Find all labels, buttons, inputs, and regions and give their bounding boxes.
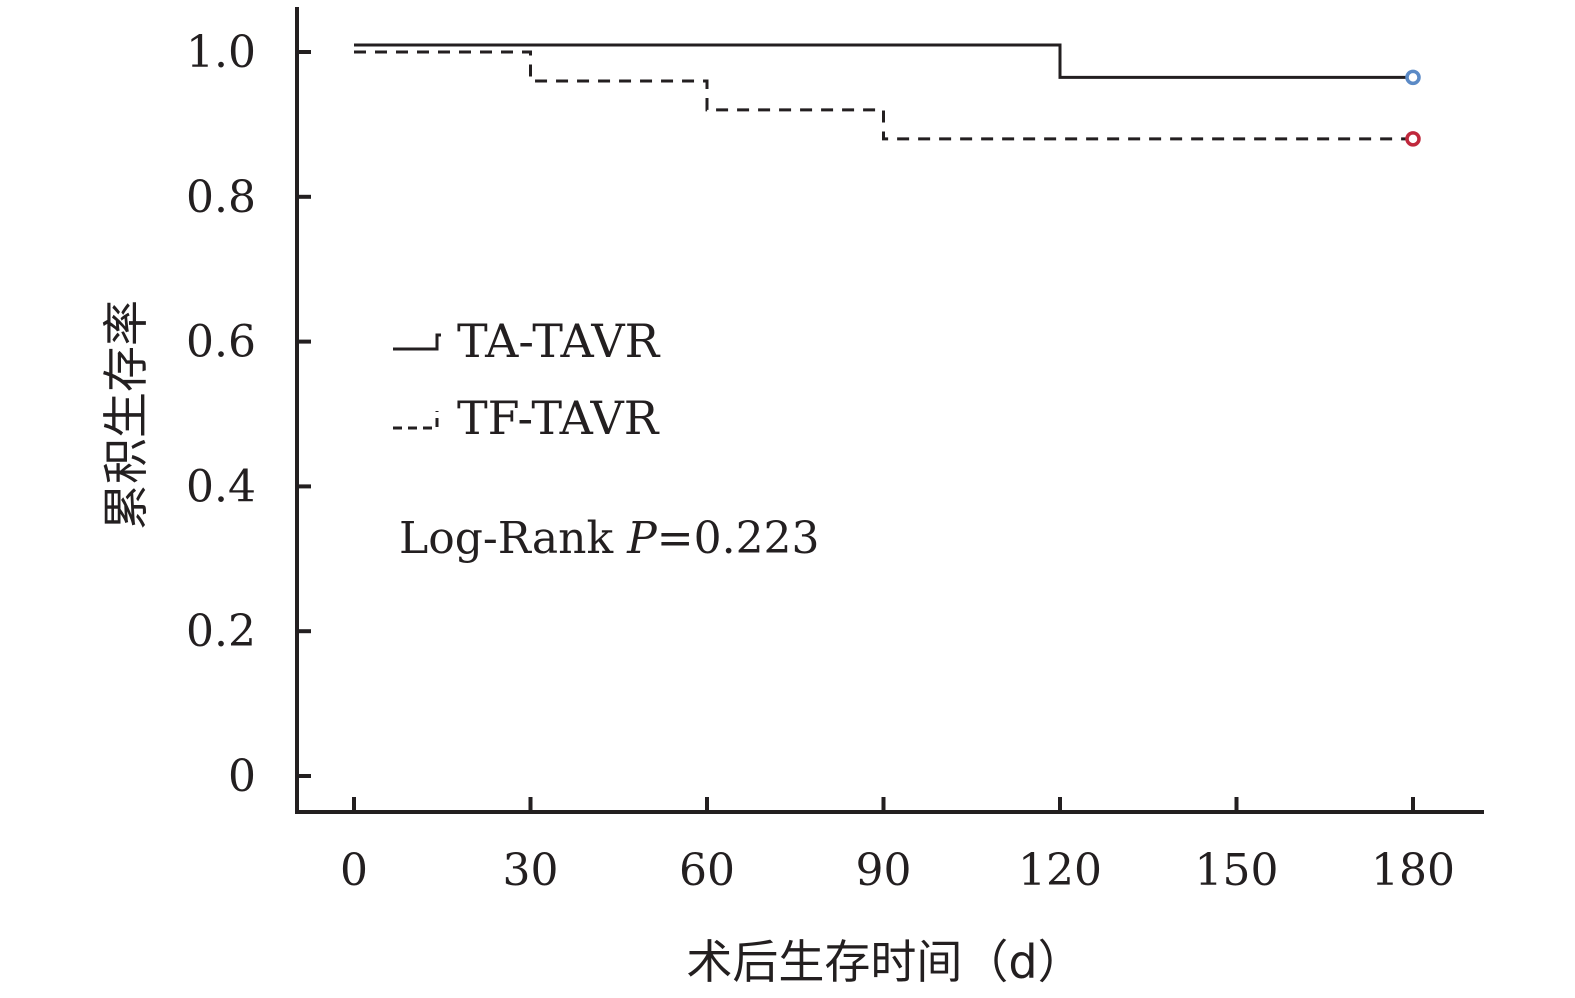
legend: TA-TAVR TF-TAVR [393, 314, 661, 445]
x-tick-label-6: 180 [1371, 845, 1455, 896]
censor-marker-ta-tavr [1405, 69, 1421, 86]
x-axis-ticks: 0 30 60 90 120 150 180 [340, 797, 1455, 896]
y-tick-label-0: 0 [228, 751, 256, 802]
y-tick-label-3: 0.6 [186, 317, 256, 368]
series-line-ta-tavr [354, 43, 1413, 79]
legend-label-ta-tavr: TA-TAVR [457, 314, 661, 368]
x-axis-title: 术后生存时间（d） [686, 935, 1083, 989]
legend-swatch-ta-tavr [393, 333, 441, 351]
log-rank-annotation: Log-Rank P=0.223 [399, 513, 820, 564]
y-tick-label-1: 0.2 [186, 606, 256, 657]
y-tick-label-2: 0.4 [186, 461, 256, 512]
x-tick-label-4: 120 [1018, 845, 1102, 896]
y-axis-ticks: 0 0.2 0.4 0.6 0.8 1.0 [186, 27, 311, 802]
p-value: =0.223 [657, 513, 820, 564]
y-tick-label-5: 1.0 [186, 27, 256, 78]
x-tick-label-2: 60 [679, 845, 735, 896]
x-tick-label-5: 150 [1195, 845, 1279, 896]
y-axis-title: 累积生存率 [99, 300, 153, 530]
x-tick-label-0: 0 [340, 845, 368, 896]
x-tick-label-1: 30 [503, 845, 559, 896]
series-line-tf-tavr [354, 50, 1413, 141]
legend-label-tf-tavr: TF-TAVR [457, 391, 660, 445]
y-tick-label-4: 0.8 [186, 172, 256, 223]
legend-swatch-tf-tavr [393, 411, 439, 430]
series-layer [354, 43, 1421, 147]
log-rank-prefix: Log-Rank [399, 513, 627, 564]
censor-marker-tf-tavr [1405, 131, 1421, 147]
x-tick-label-3: 90 [856, 845, 912, 896]
p-symbol: P [626, 513, 658, 564]
